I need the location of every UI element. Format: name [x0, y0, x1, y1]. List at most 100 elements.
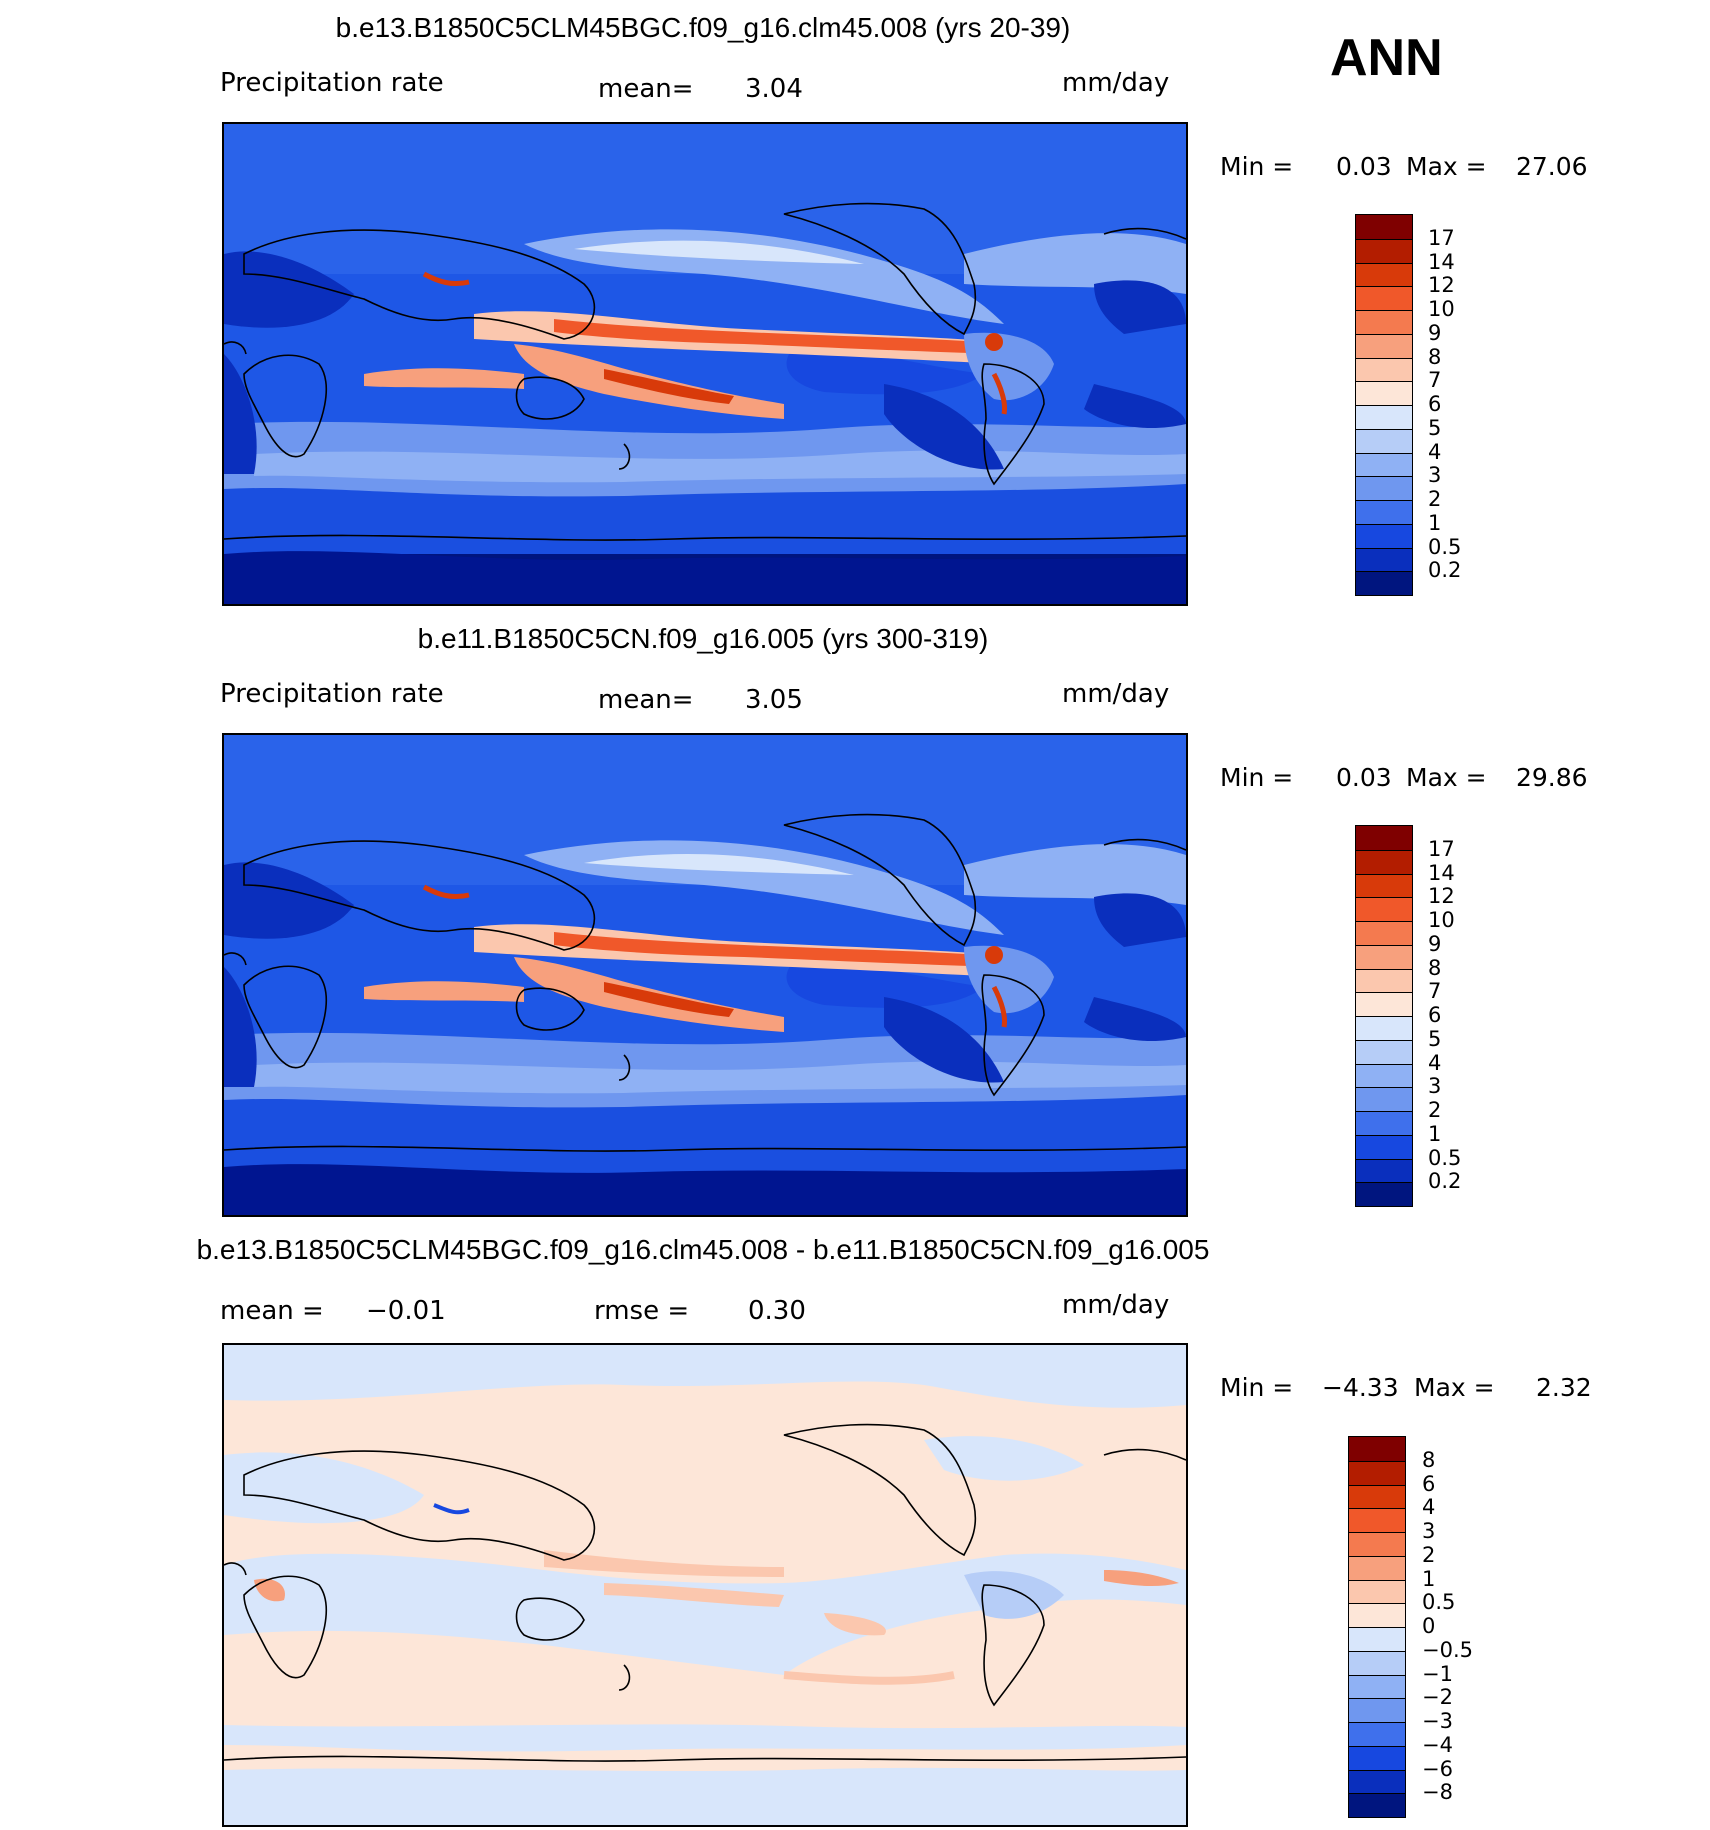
panel-3-colorbar-swatch	[1349, 1745, 1405, 1770]
panel-1-max-value: 27.06	[1516, 152, 1588, 181]
panel-2-colorbar-label: 5	[1428, 1026, 1442, 1051]
panel-3-rmse-value: 0.30	[748, 1296, 806, 1326]
panel-1-colorbar-label: 10	[1428, 297, 1455, 321]
panel-3-colorbar-label: 0	[1422, 1614, 1436, 1638]
panel-2-colorbar-label: 8	[1428, 955, 1442, 980]
panel-1-colorbar-label: 5	[1428, 415, 1442, 440]
panel-3-colorbar-swatch	[1349, 1460, 1405, 1485]
panel-3-colorbar-swatch	[1349, 1674, 1405, 1699]
panel-2-variable-label: Precipitation rate	[220, 679, 444, 709]
panel-3-colorbar-swatch	[1349, 1603, 1405, 1627]
panel-2-units: mm/day	[1062, 679, 1170, 709]
panel-3-max-value: 2.32	[1536, 1373, 1592, 1402]
panel-2-colorbar-swatch	[1356, 992, 1412, 1016]
panel-3-colorbar-label: −6	[1422, 1756, 1453, 1781]
panel-1-colorbar-label: 8	[1428, 344, 1442, 369]
panel-2-min-label: Min =	[1220, 763, 1294, 792]
panel-2-colorbar-swatch	[1356, 1111, 1412, 1135]
panel-2-colorbar-label: 0.2	[1428, 1169, 1462, 1194]
panel-3-colorbar-label: −8	[1422, 1780, 1453, 1805]
panel-3-colorbar-label: 1	[1422, 1566, 1436, 1591]
panel-1-colorbar-swatch	[1356, 476, 1412, 500]
panel-1-min-value: 0.03	[1336, 152, 1392, 181]
panel-1-colorbar-swatch	[1356, 405, 1412, 429]
panel-1-colorbar-label: 4	[1428, 439, 1442, 464]
panel-3-mean-value: −0.01	[366, 1296, 446, 1326]
panel-3-colorbar-label: 0.5	[1422, 1590, 1456, 1615]
panel-3-min-label: Min =	[1220, 1373, 1294, 1402]
panel-3-colorbar-swatch	[1349, 1555, 1405, 1580]
panel-3-colorbar-label: 2	[1422, 1542, 1436, 1567]
panel-3-colorbar-label: 3	[1422, 1519, 1436, 1543]
panel-1-colorbar-label: 3	[1428, 463, 1442, 488]
panel-3-colorbar-swatch	[1349, 1698, 1405, 1722]
panel-2-mean-value: 3.05	[745, 685, 803, 715]
panel-1-colorbar-swatch	[1356, 571, 1412, 595]
panel-1-colorbar-label: 7	[1428, 368, 1442, 393]
season-label: ANN	[1330, 29, 1443, 87]
panel-2-colorbar-swatch	[1356, 1087, 1412, 1111]
panel-1-variable-label: Precipitation rate	[220, 68, 444, 98]
panel-3-colorbar-swatch	[1349, 1579, 1405, 1604]
panel-2-title: b.e11.B1850C5CN.f09_g16.005 (yrs 300-319…	[417, 623, 989, 654]
panel-1-colorbar-swatch	[1356, 428, 1412, 453]
panel-1-max-label: Max =	[1406, 152, 1487, 181]
panel-2-colorbar-swatch	[1356, 849, 1412, 874]
panel-3-min-value: −4.33	[1322, 1373, 1399, 1402]
panel-2-max-label: Max =	[1406, 763, 1487, 792]
panel-1-min-label: Min =	[1220, 152, 1294, 181]
panel-3-difference-field	[224, 1345, 1186, 1825]
panel-1-title: b.e13.B1850C5CLM45BGC.f09_g16.clm45.008 …	[335, 12, 1071, 43]
panel-1-map	[222, 122, 1188, 606]
panel-1-colorbar-label: 6	[1428, 392, 1442, 416]
panel-2-colorbar-swatch	[1356, 1134, 1412, 1159]
panel-2-colorbar-label: 1	[1428, 1121, 1442, 1146]
panel-3-title: b.e13.B1850C5CLM45BGC.f09_g16.clm45.008 …	[196, 1234, 1210, 1265]
panel-1-colorbar-swatch	[1356, 452, 1412, 477]
panel-1-colorbar-swatch	[1356, 500, 1412, 524]
panel-2-map	[222, 733, 1188, 1217]
panel-2-colorbar-swatch	[1356, 968, 1412, 993]
panel-3-colorbar-label: −1	[1422, 1661, 1453, 1686]
panel-3-colorbar-swatch	[1349, 1793, 1405, 1817]
panel-2-colorbar-swatch	[1356, 1039, 1412, 1064]
panel-2-colorbar-swatch	[1356, 1182, 1412, 1206]
panel-1-colorbar-swatch	[1356, 333, 1412, 358]
panel-3-colorbar-label: −4	[1422, 1732, 1453, 1757]
panel-1-colorbar-swatch	[1356, 286, 1412, 310]
panel-3-colorbar-swatch	[1349, 1508, 1405, 1532]
panel-1-colorbar-swatch	[1356, 262, 1412, 287]
panel-3-colorbar-swatch	[1349, 1437, 1405, 1461]
panel-1-colorbar-swatch	[1356, 238, 1412, 263]
panel-1-mean-label: mean=	[598, 74, 694, 104]
panel-2-colorbar-label: 3	[1428, 1074, 1442, 1099]
panel-3-rmse-label: rmse =	[594, 1296, 690, 1326]
panel-2-colorbar-swatch	[1356, 1158, 1412, 1183]
panel-3-colorbar-swatch	[1349, 1722, 1405, 1746]
panel-2-colorbar-swatch	[1356, 1063, 1412, 1088]
panel-3-max-label: Max =	[1414, 1373, 1495, 1402]
panel-1-precip-field	[224, 124, 1186, 604]
panel-1-colorbar-label: 14	[1428, 249, 1455, 274]
panel-2-min-value: 0.03	[1336, 763, 1392, 792]
panel-3-colorbar-label: −2	[1422, 1685, 1453, 1710]
panel-2-colorbar-label: 4	[1428, 1050, 1442, 1075]
panel-1-colorbar-swatch	[1356, 381, 1412, 405]
panel-1-units: mm/day	[1062, 68, 1170, 98]
panel-2-colorbar-swatch	[1356, 921, 1412, 945]
panel-2-colorbar-label: 10	[1428, 908, 1455, 932]
panel-2-colorbar-swatch	[1356, 944, 1412, 969]
panel-3-mean-label: mean =	[220, 1296, 324, 1326]
panel-2-colorbar-label: 0.5	[1428, 1145, 1462, 1170]
panel-3-colorbar-swatch	[1349, 1769, 1405, 1794]
panel-1-colorbar-swatch	[1356, 357, 1412, 382]
panel-1-colorbar-label: 0.5	[1428, 534, 1462, 559]
panel-3-colorbar-label: 6	[1422, 1471, 1436, 1496]
panel-3-map	[222, 1343, 1188, 1827]
panel-1-colorbar-label: 9	[1428, 320, 1442, 345]
panel-2-precip-field	[224, 735, 1186, 1215]
panel-1-mean-value: 3.04	[745, 74, 803, 104]
panel-2-colorbar-swatch	[1356, 897, 1412, 921]
panel-3-colorbar-swatch	[1349, 1627, 1405, 1651]
panel-2-colorbar-label: 12	[1428, 884, 1455, 909]
